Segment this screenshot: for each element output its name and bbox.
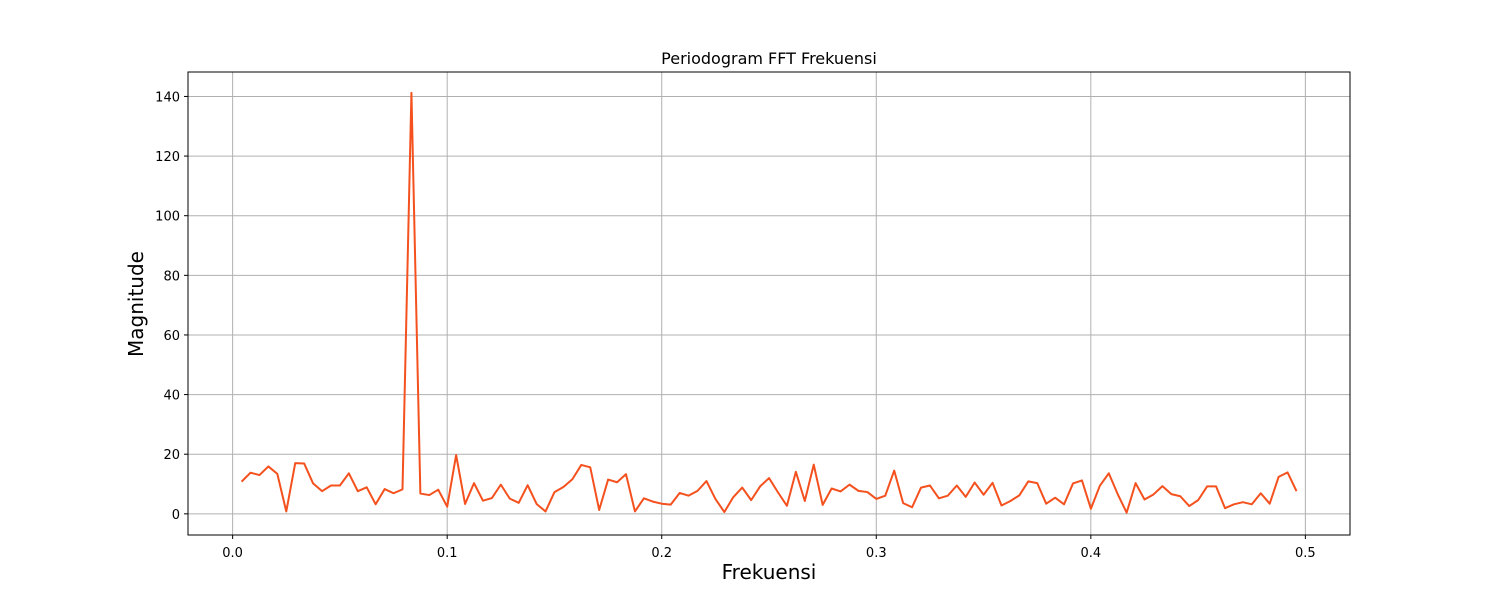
y-tick-label: 0 (172, 508, 180, 523)
x-tick-label: 0.0 (222, 546, 243, 561)
y-tick-label: 120 (155, 150, 180, 165)
grid-lines (188, 72, 1350, 535)
y-tick-label: 80 (163, 269, 180, 284)
y-axis-label: Magnitude (124, 251, 148, 357)
y-axis-ticks: 0 20 40 60 80 100 120 140 (155, 90, 188, 523)
plot-frame (187, 71, 1351, 536)
x-tick-label: 0.2 (651, 546, 672, 561)
y-tick-label: 140 (155, 90, 180, 105)
plot-area (188, 72, 1350, 535)
y-tick-label: 100 (155, 210, 180, 225)
x-tick-label: 0.4 (1080, 546, 1101, 561)
y-tick-label: 20 (163, 448, 180, 463)
magnitude-series-line (240, 91, 1298, 514)
x-tick-label: 0.3 (866, 546, 887, 561)
chart-title: Periodogram FFT Frekuensi (661, 49, 877, 68)
y-tick-label: 40 (163, 389, 180, 404)
x-axis-label: Frekuensi (722, 560, 817, 584)
x-tick-label: 0.1 (437, 546, 458, 561)
y-tick-label: 60 (163, 329, 180, 344)
x-axis-ticks: 0.0 0.1 0.2 0.3 0.4 0.5 (222, 535, 1316, 561)
series-layer (240, 91, 1298, 514)
x-tick-label: 0.5 (1295, 546, 1316, 561)
